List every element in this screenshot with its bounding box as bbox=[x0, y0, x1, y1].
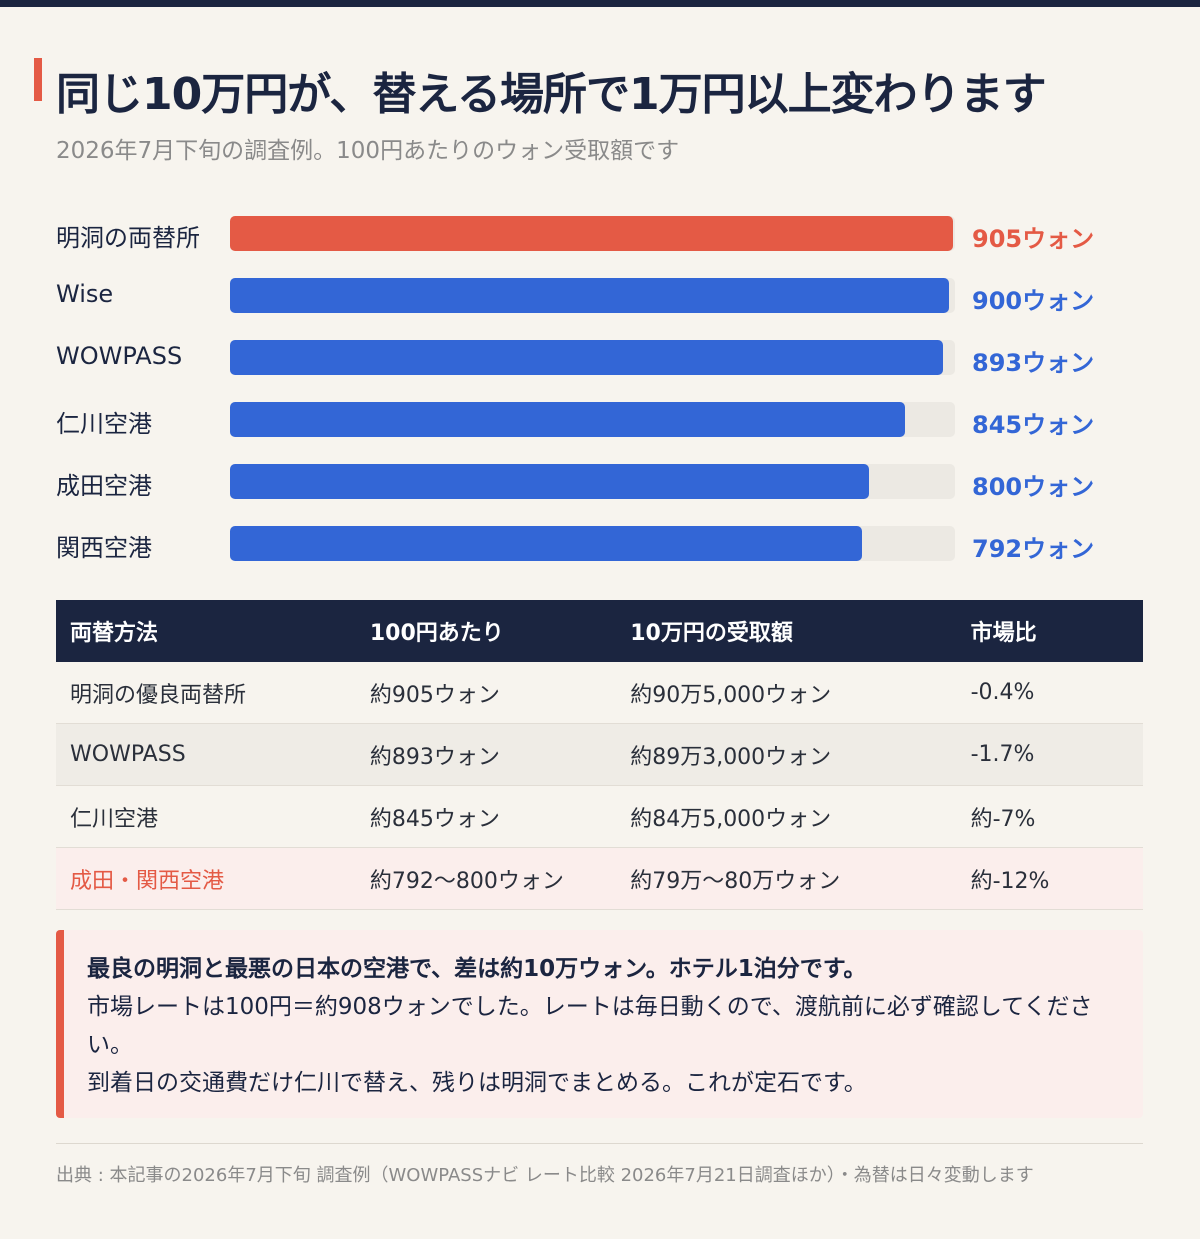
table-cell-received: 約84万5,000ウォン bbox=[616, 785, 957, 848]
table-cell-method: 仁川空港 bbox=[56, 785, 356, 848]
table-row: WOWPASS 約893ウォン 約89万3,000ウォン -1.7% bbox=[56, 723, 1143, 786]
bar-category-label: WOWPASS bbox=[56, 342, 183, 370]
bar-category-label: 仁川空港 bbox=[56, 410, 152, 438]
bar-row: 成田空港 800ウォン bbox=[0, 464, 1200, 504]
page-title: 同じ10万円が、替える場所で1万円以上変わります bbox=[56, 69, 1047, 120]
table-cell-market-ratio: 約-12% bbox=[956, 847, 1143, 910]
table-cell-per100: 約792〜800ウォン bbox=[355, 847, 617, 910]
bar-row: WOWPASS 893ウォン bbox=[0, 340, 1200, 380]
bar-track bbox=[230, 340, 955, 375]
table-row: 仁川空港 約845ウォン 約84万5,000ウォン 約-7% bbox=[56, 785, 1143, 848]
bar bbox=[230, 216, 953, 251]
bar-category-label: 成田空港 bbox=[56, 472, 152, 500]
bar bbox=[230, 464, 869, 499]
table-cell-method: 明洞の優良両替所 bbox=[56, 662, 356, 724]
table-cell-received: 約90万5,000ウォン bbox=[616, 662, 957, 724]
bar-value-label: 845ウォン bbox=[972, 411, 1095, 439]
table-header-per100: 100円あたり bbox=[355, 600, 617, 662]
note-accent-bar bbox=[56, 930, 64, 1118]
table-row: 明洞の優良両替所 約905ウォン 約90万5,000ウォン -0.4% bbox=[56, 662, 1143, 724]
table-cell-per100: 約905ウォン bbox=[355, 662, 617, 724]
bar-row: 仁川空港 845ウォン bbox=[0, 402, 1200, 442]
table-cell-method: WOWPASS bbox=[56, 723, 356, 786]
table-cell-received: 約79万〜80万ウォン bbox=[616, 847, 957, 910]
bar bbox=[230, 340, 943, 375]
bar-value-label: 800ウォン bbox=[972, 473, 1095, 501]
bar-row: 明洞の両替所 905ウォン bbox=[0, 216, 1200, 256]
table-header-method: 両替方法 bbox=[56, 600, 356, 662]
table-cell-received: 約89万3,000ウォン bbox=[616, 723, 957, 786]
bar-track bbox=[230, 526, 955, 561]
source-note: 出典 : 本記事の2026年7月下旬 調査例（WOWPASSナビ レート比較 2… bbox=[56, 1165, 1034, 1186]
page-subtitle: 2026年7月下旬の調査例。100円あたりのウォン受取額です bbox=[56, 138, 680, 164]
table-cell-market-ratio: 約-7% bbox=[956, 785, 1143, 848]
note-line-tip: 到着日の交通費だけ仁川で替え、残りは明洞でまとめる。これが定石です。 bbox=[87, 1070, 867, 1096]
note-text: 最良の明洞と最悪の日本の空港で、差は約10万ウォン。ホテル1泊分です。 市場レー… bbox=[87, 950, 1127, 1102]
bar-track bbox=[230, 464, 955, 499]
bar-category-label: 関西空港 bbox=[56, 534, 152, 562]
bar-row: Wise 900ウォン bbox=[0, 278, 1200, 318]
table-cell-method: 成田・関西空港 bbox=[56, 847, 356, 910]
bar-value-label: 792ウォン bbox=[972, 535, 1095, 563]
table-cell-market-ratio: -0.4% bbox=[956, 662, 1143, 724]
note-line-market-rate: 市場レートは100円＝約908ウォンでした。レートは毎日動くので、渡航前に必ず確… bbox=[87, 994, 1093, 1058]
table-header-row: 両替方法 100円あたり 10万円の受取額 市場比 bbox=[56, 600, 1143, 662]
footer-divider bbox=[56, 1143, 1143, 1144]
table-cell-per100: 約893ウォン bbox=[355, 723, 617, 786]
bar-category-label: Wise bbox=[56, 280, 114, 308]
note-box: 最良の明洞と最悪の日本の空港で、差は約10万ウォン。ホテル1泊分です。 市場レー… bbox=[56, 930, 1143, 1118]
table-cell-market-ratio: -1.7% bbox=[956, 723, 1143, 786]
title-accent-bar bbox=[34, 58, 42, 101]
bar-track bbox=[230, 402, 955, 437]
bar-row: 関西空港 792ウォン bbox=[0, 526, 1200, 566]
comparison-table: 両替方法 100円あたり 10万円の受取額 市場比 明洞の優良両替所 約905ウ… bbox=[56, 600, 1143, 910]
bar-track bbox=[230, 216, 955, 251]
bar bbox=[230, 278, 949, 313]
bar bbox=[230, 402, 905, 437]
note-headline: 最良の明洞と最悪の日本の空港で、差は約10万ウォン。ホテル1泊分です。 bbox=[87, 956, 867, 982]
bar-category-label: 明洞の両替所 bbox=[56, 224, 200, 252]
table-header-received: 10万円の受取額 bbox=[616, 600, 957, 662]
bar-value-label: 893ウォン bbox=[972, 349, 1095, 377]
bar-track bbox=[230, 278, 955, 313]
bar bbox=[230, 526, 862, 561]
bar-value-label: 905ウォン bbox=[972, 225, 1095, 253]
table-row-highlighted: 成田・関西空港 約792〜800ウォン 約79万〜80万ウォン 約-12% bbox=[56, 847, 1143, 910]
bar-value-label: 900ウォン bbox=[972, 287, 1095, 315]
table-header-market-ratio: 市場比 bbox=[956, 600, 1143, 662]
table-cell-per100: 約845ウォン bbox=[355, 785, 617, 848]
top-border bbox=[0, 0, 1200, 7]
